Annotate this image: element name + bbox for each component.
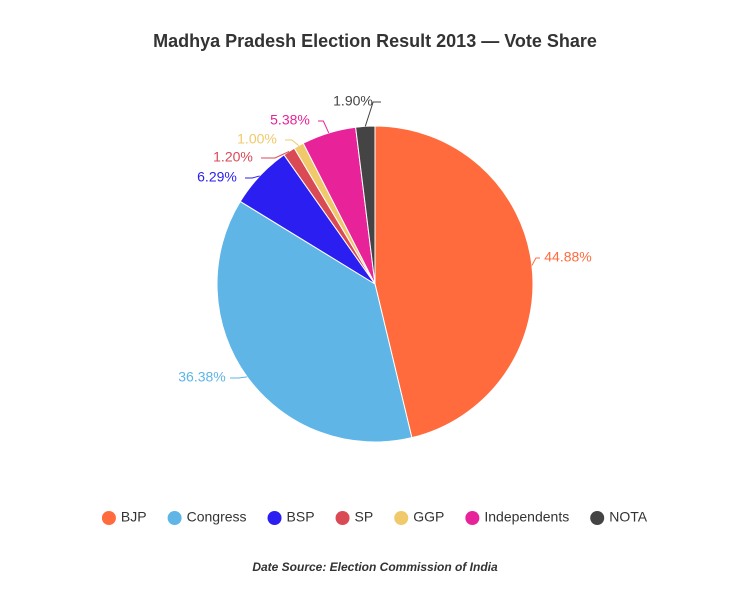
data-label: 5.38% [270, 112, 310, 128]
legend-label: BSP [287, 509, 315, 525]
leader-line [261, 150, 290, 159]
legend-label: Independents [484, 509, 569, 525]
legend-marker [101, 511, 116, 525]
legend-label: GGP [413, 509, 444, 525]
legend-marker [590, 511, 605, 525]
legend-label: BJP [121, 509, 147, 525]
source-note: Date Source: Election Commission of Indi… [252, 560, 498, 574]
leader-line [364, 101, 381, 127]
legend-marker [167, 511, 182, 525]
pie-slice [374, 125, 534, 439]
leader-line [318, 120, 330, 134]
legend-marker [394, 511, 409, 525]
legend-marker [267, 511, 282, 525]
data-label: 44.88% [544, 249, 591, 265]
legend-label: NOTA [609, 509, 648, 525]
legend-label: SP [355, 509, 374, 525]
leader-line [245, 175, 260, 179]
chart-title: Madhya Pradesh Election Result 2013 — Vo… [153, 31, 597, 51]
leader-line [230, 376, 248, 379]
legend-label: Congress [187, 509, 247, 525]
leader-line [531, 257, 540, 266]
data-label: 6.29% [197, 169, 237, 185]
data-label: 1.90% [333, 93, 373, 109]
data-label: 1.20% [213, 149, 253, 165]
data-label: 1.00% [237, 131, 277, 147]
legend-marker [465, 511, 480, 525]
pie-slice [216, 200, 413, 443]
legend-marker [335, 511, 350, 525]
data-label: 36.38% [178, 369, 225, 385]
leader-line [285, 139, 300, 147]
